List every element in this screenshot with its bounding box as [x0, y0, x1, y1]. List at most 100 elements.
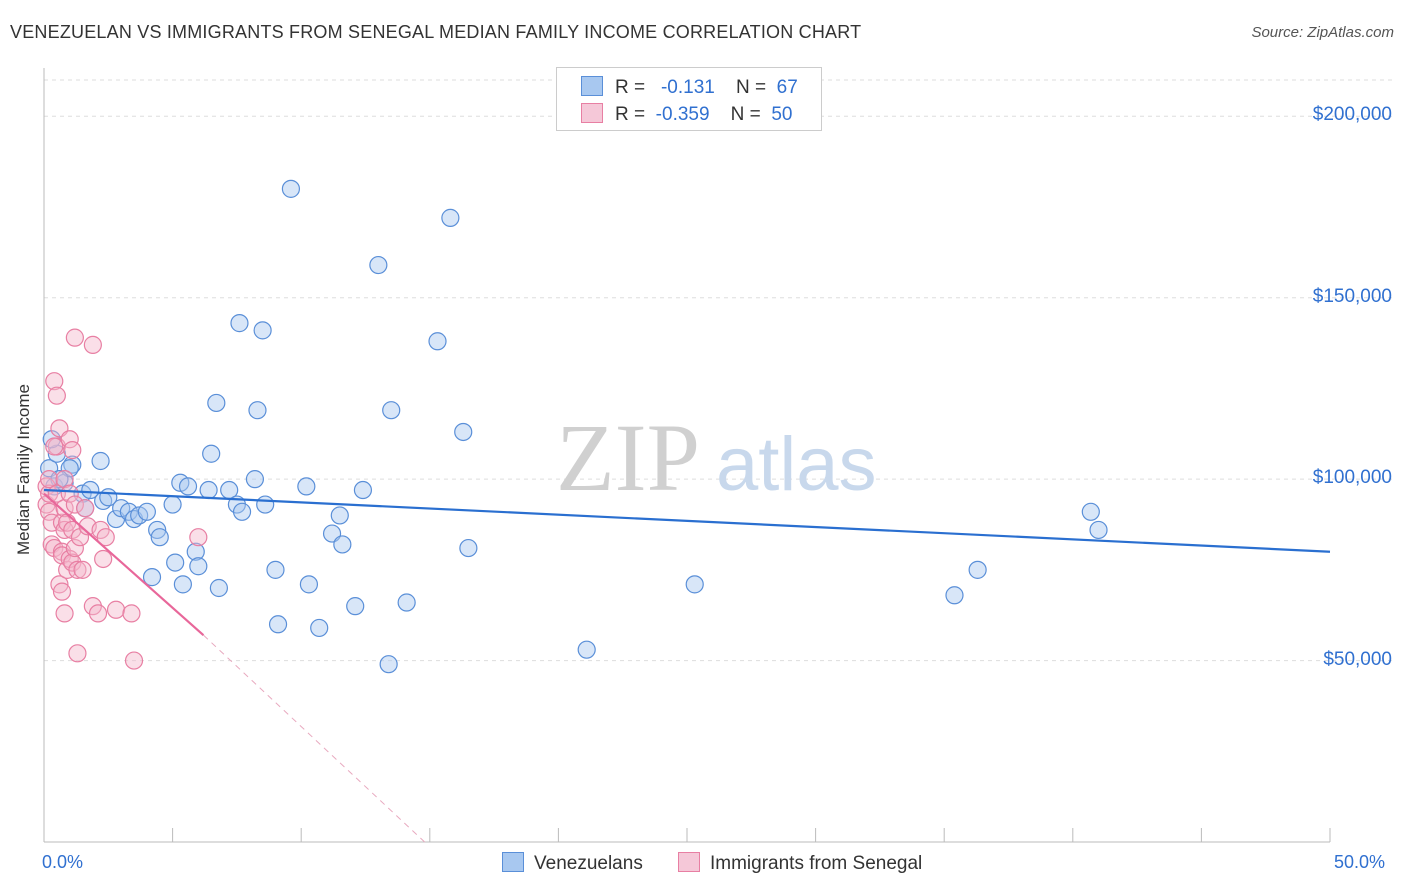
data-point: [65, 328, 84, 347]
data-point: [441, 208, 460, 227]
legend-r-label: R =: [615, 104, 646, 125]
bottom-legend-swatch-blue: [502, 852, 524, 872]
data-point: [369, 255, 388, 275]
data-point: [353, 480, 373, 500]
data-point: [253, 321, 272, 340]
axes: [43, 68, 1331, 843]
data-point: [299, 575, 319, 594]
y-tick-label: $200,000: [1312, 104, 1392, 126]
data-point: [945, 586, 964, 605]
data-point: [330, 506, 349, 525]
data-point: [65, 495, 84, 514]
data-point: [379, 655, 398, 674]
data-point: [186, 542, 205, 561]
legend-row-senegal: R = -0.359 N = 50: [581, 103, 792, 127]
data-point: [40, 502, 59, 521]
bottom-legend-label: Immigrants from Senegal: [710, 853, 923, 874]
bottom-legend-swatch-pink: [678, 852, 700, 872]
x-tick-label-min: 0.0%: [42, 852, 84, 872]
x-tick-label-max: 50.0%: [1334, 852, 1386, 872]
legend-r-value: -0.131: [660, 77, 715, 98]
data-point: [47, 386, 66, 405]
legend-n-label: N =: [730, 104, 761, 125]
series-senegal: [37, 328, 208, 670]
data-point: [45, 372, 64, 391]
data-point: [248, 401, 267, 420]
grid-lines: [44, 79, 1395, 662]
data-point: [1081, 502, 1100, 521]
data-point: [55, 520, 74, 540]
y-tick-label: $150,000: [1312, 285, 1392, 307]
data-point: [55, 604, 74, 623]
legend-swatch-pink: [581, 103, 603, 123]
legend-n-label: N =: [735, 77, 767, 98]
data-point: [91, 451, 110, 471]
data-point: [577, 640, 596, 659]
data-point: [382, 401, 401, 420]
data-point: [50, 575, 69, 594]
data-point: [230, 314, 249, 333]
data-point: [232, 502, 252, 521]
legend-n-value: 50: [771, 104, 793, 125]
data-point: [459, 538, 478, 558]
legend-r-label: R =: [615, 77, 646, 98]
data-point: [65, 538, 84, 558]
bottom-legend-label: Venezuelans: [534, 853, 643, 874]
data-point: [76, 499, 95, 518]
data-point: [207, 393, 226, 413]
data-point: [202, 444, 221, 463]
trend-lines: [43, 488, 1331, 843]
data-point: [68, 560, 87, 579]
data-point: [1089, 520, 1108, 540]
data-point: [94, 549, 113, 569]
data-point: [189, 528, 208, 547]
data-point: [81, 480, 100, 500]
data-point: [297, 477, 316, 496]
data-point: [73, 560, 92, 579]
trend-line-senegal: [43, 492, 205, 636]
legend-swatch-blue: [581, 76, 603, 96]
data-point: [968, 560, 987, 579]
data-point: [685, 575, 704, 594]
data-point: [428, 332, 447, 351]
data-point: [142, 568, 162, 587]
data-point: [124, 651, 144, 670]
data-point: [88, 604, 108, 623]
data-point: [52, 513, 72, 532]
data-point: [346, 597, 365, 616]
data-point: [178, 477, 198, 496]
data-point: [281, 179, 301, 198]
source-label: Source: ZipAtlas.com: [1251, 24, 1394, 41]
data-point: [454, 422, 473, 442]
data-point: [173, 575, 192, 594]
trend-line-venezuelans: [43, 488, 1331, 553]
legend-r-value: -0.359: [655, 104, 710, 125]
data-point: [83, 335, 102, 354]
data-point: [96, 528, 115, 547]
data-point: [245, 470, 265, 489]
data-point: [310, 618, 329, 638]
legend-n-value: 67: [776, 77, 798, 98]
data-point: [163, 495, 182, 514]
y-tick-label: $100,000: [1312, 467, 1392, 489]
data-point: [199, 480, 218, 500]
data-point: [166, 553, 185, 572]
data-point: [68, 644, 87, 663]
data-point: [122, 604, 141, 623]
correlation-legend: R = -0.131 N = 67 R = -0.359 N = 50: [556, 67, 822, 131]
y-axis-label: Median Family Income: [14, 383, 33, 555]
data-point: [397, 593, 416, 612]
data-point: [63, 441, 82, 460]
watermark: ZIP atlas: [556, 404, 877, 511]
watermark-zip: ZIP: [556, 404, 700, 511]
data-point: [333, 535, 352, 554]
chart-title: VENEZUELAN VS IMMIGRANTS FROM SENEGAL ME…: [10, 22, 862, 42]
data-point: [106, 600, 126, 619]
data-point: [45, 437, 64, 456]
y-tick-label: $50,000: [1323, 648, 1392, 670]
data-point: [60, 430, 79, 449]
data-point: [256, 495, 275, 514]
bottom-legend-venezuelans: Venezuelans: [502, 852, 643, 875]
data-point: [60, 484, 79, 503]
